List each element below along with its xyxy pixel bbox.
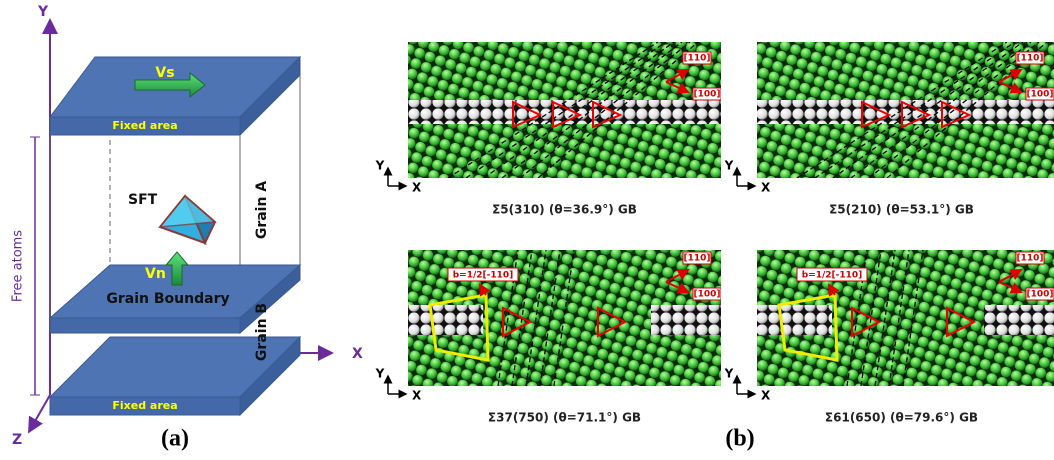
axis-y: Y xyxy=(724,159,734,173)
atom-image: [110] [100] xyxy=(757,42,1054,178)
gb-band xyxy=(757,305,832,335)
axis-x: X xyxy=(412,181,422,195)
panel-label: (b) xyxy=(725,426,754,452)
direction-label: [110] xyxy=(1016,54,1043,64)
free-atoms-label: Free atoms xyxy=(11,230,26,302)
direction-label: [100] xyxy=(1026,90,1053,100)
direction-label: [110] xyxy=(1016,254,1043,264)
atom-panel: [110] [100] Y X Σ5(210) (θ=53.1°) GB xyxy=(724,42,1054,217)
velocity-label: Vn xyxy=(145,266,166,282)
panel-label: (a) xyxy=(161,426,189,452)
axis-y: Y xyxy=(375,159,385,173)
gb-band xyxy=(408,305,483,335)
axis-y: Y xyxy=(375,367,385,381)
atom-panel: [110] [100] Y X Σ5(310) (θ=36.9°) GB xyxy=(375,42,721,217)
figure: Y X Z Vs Fixed area Fixed area SFT Grain… xyxy=(0,0,1054,460)
burgers-label: b=1/2[-110] xyxy=(802,271,863,281)
atom-image: b=1/2[-110] [110] [100] xyxy=(757,250,1054,386)
gb-band xyxy=(984,305,1054,335)
direction-label: [110] xyxy=(683,54,710,64)
atom-image: [110] [100] xyxy=(408,42,721,178)
grain-boundary-label: Grain Boundary xyxy=(106,291,229,307)
grain-b-label: Grain B xyxy=(254,303,270,361)
direction-label: [100] xyxy=(1026,290,1053,300)
axis-x: X xyxy=(412,389,422,403)
burgers-label: b=1/2[-110] xyxy=(453,271,514,281)
panel-caption: Σ5(310) (θ=36.9°) GB xyxy=(492,203,637,217)
velocity-label: Vs xyxy=(155,65,174,81)
axis-y: Y xyxy=(37,4,49,20)
sft-label: SFT xyxy=(128,192,158,208)
atom-image: b=1/2[-110] [110] [100] xyxy=(408,250,721,386)
panel-a: Y X Z Vs Fixed area Fixed area SFT Grain… xyxy=(11,4,364,452)
fixed-area-label: Fixed area xyxy=(112,399,177,412)
axis-x: X xyxy=(761,181,771,195)
direction-label: [100] xyxy=(693,290,720,300)
atom-panel: b=1/2[-110] [110] [100] Y X Σ61(650) (θ=79.6°… xyxy=(724,250,1054,425)
axis-x: X xyxy=(761,389,771,403)
gb-band xyxy=(651,305,721,335)
axis-x: X xyxy=(352,346,363,362)
fixed-area-label: Fixed area xyxy=(112,119,177,132)
axis-y: Y xyxy=(724,367,734,381)
direction-label: [100] xyxy=(693,90,720,100)
grain-a-label: Grain A xyxy=(254,181,270,239)
panel-caption: Σ5(210) (θ=53.1°) GB xyxy=(829,203,974,217)
panel-caption: Σ37(750) (θ=71.1°) GB xyxy=(488,411,641,425)
direction-label: [110] xyxy=(683,254,710,264)
panel-caption: Σ61(650) (θ=79.6°) GB xyxy=(825,411,978,425)
axis-z: Z xyxy=(12,432,22,448)
atom-panel: b=1/2[-110] [110] [100] Y X Σ37(750) (θ=71.1°… xyxy=(375,250,721,425)
